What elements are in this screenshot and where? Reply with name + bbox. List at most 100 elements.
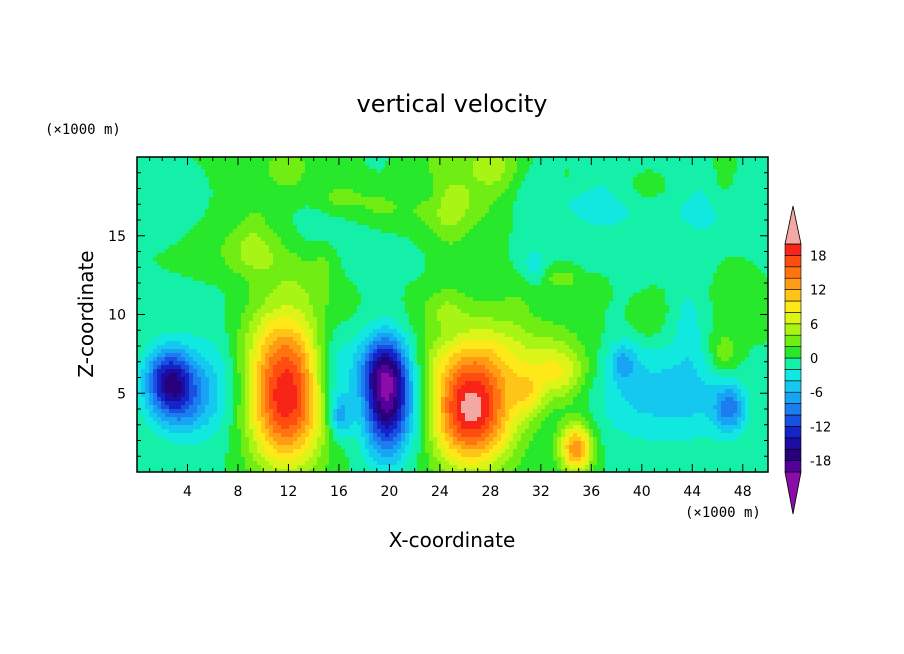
field-cell xyxy=(729,189,734,194)
field-cell xyxy=(397,217,402,222)
field-cell xyxy=(461,249,466,254)
field-cell xyxy=(421,233,426,238)
field-cell xyxy=(545,217,550,222)
field-cell xyxy=(309,233,314,238)
field-cell xyxy=(297,185,302,190)
field-cell xyxy=(389,173,394,178)
field-cell xyxy=(201,221,206,226)
field-cell xyxy=(157,161,162,166)
field-cell xyxy=(321,221,326,226)
field-cell xyxy=(353,253,358,258)
field-cell xyxy=(317,201,322,206)
field-cell xyxy=(197,193,202,198)
field-cell xyxy=(273,225,278,230)
field-cell xyxy=(517,253,522,258)
field-cell xyxy=(489,181,494,186)
field-cell xyxy=(505,261,510,266)
field-cell xyxy=(457,165,462,170)
field-cell xyxy=(269,165,274,170)
field-cell xyxy=(597,209,602,214)
field-cell xyxy=(437,169,442,174)
field-cell xyxy=(485,197,490,202)
field-cell xyxy=(605,209,610,214)
field-cell xyxy=(641,177,646,182)
field-cell xyxy=(645,161,650,166)
field-cell xyxy=(269,261,274,266)
field-cell xyxy=(573,265,578,270)
field-cell xyxy=(505,185,510,190)
field-cell xyxy=(273,165,278,170)
field-cell xyxy=(349,161,354,166)
field-cell xyxy=(629,265,634,270)
field-cell xyxy=(757,205,762,210)
field-cell xyxy=(565,269,570,274)
field-cell xyxy=(333,169,338,174)
field-cell xyxy=(521,169,526,174)
field-cell xyxy=(213,157,218,162)
field-cell xyxy=(553,157,558,162)
field-cell xyxy=(149,173,154,178)
field-cell xyxy=(253,245,258,250)
field-cell xyxy=(413,229,418,234)
field-cell xyxy=(237,193,242,198)
field-cell xyxy=(305,185,310,190)
field-cell xyxy=(641,197,646,202)
field-cell xyxy=(697,237,702,242)
field-cell xyxy=(205,177,210,182)
field-cell xyxy=(237,237,242,242)
field-cell xyxy=(161,173,166,178)
field-cell xyxy=(373,177,378,182)
field-cell xyxy=(593,261,598,266)
field-cell xyxy=(401,269,406,274)
field-cell xyxy=(333,261,338,266)
field-cell xyxy=(717,177,722,182)
field-cell xyxy=(753,253,758,258)
field-cell xyxy=(765,213,768,218)
field-cell xyxy=(289,205,294,210)
field-cell xyxy=(529,217,534,222)
field-cell xyxy=(505,205,510,210)
field-cell xyxy=(709,249,714,254)
field-cell xyxy=(325,281,330,286)
field-cell xyxy=(497,169,502,174)
field-cell xyxy=(485,257,490,262)
field-cell xyxy=(457,213,462,218)
field-cell xyxy=(473,189,478,194)
field-cell xyxy=(365,209,370,214)
field-cell xyxy=(137,273,142,278)
field-cell xyxy=(317,249,322,254)
field-cell xyxy=(293,185,298,190)
field-cell xyxy=(389,265,394,270)
field-cell xyxy=(269,193,274,198)
field-cell xyxy=(225,281,230,286)
field-cell xyxy=(713,197,718,202)
chart-title: vertical velocity xyxy=(357,90,548,118)
field-cell xyxy=(557,225,562,230)
field-cell xyxy=(669,229,674,234)
field-cell xyxy=(541,177,546,182)
field-cell xyxy=(425,253,430,258)
field-cell xyxy=(281,277,286,282)
field-cell xyxy=(381,197,386,202)
field-cell xyxy=(313,253,318,258)
field-cell xyxy=(525,237,530,242)
field-cell xyxy=(409,185,414,190)
field-cell xyxy=(665,237,670,242)
field-cell xyxy=(273,233,278,238)
field-cell xyxy=(549,157,554,162)
field-cell xyxy=(301,157,306,162)
field-cell xyxy=(665,273,670,278)
field-cell xyxy=(473,177,478,182)
field-cell xyxy=(373,273,378,278)
field-cell xyxy=(441,169,446,174)
field-cell xyxy=(713,273,718,278)
field-cell xyxy=(441,241,446,246)
field-cell xyxy=(645,217,650,222)
field-cell xyxy=(321,273,326,278)
field-cell xyxy=(545,197,550,202)
field-cell xyxy=(681,233,686,238)
field-cell xyxy=(185,169,190,174)
field-cell xyxy=(309,237,314,242)
field-cell xyxy=(233,249,238,254)
field-cell xyxy=(145,225,150,230)
